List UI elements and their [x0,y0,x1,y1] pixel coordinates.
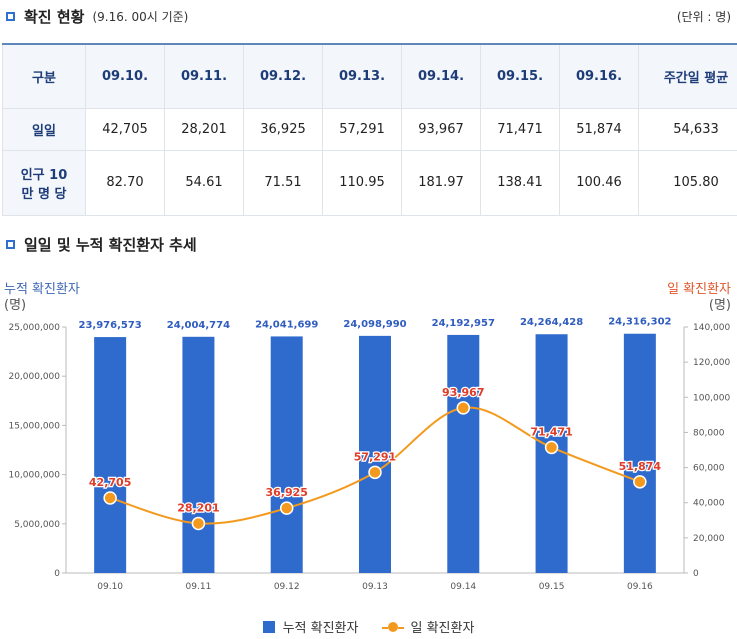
legend-label: 일 확진환자 [410,621,475,636]
right-tick-label: 80,000 [693,428,725,438]
bar-value-label: 24,264,428 [520,317,583,328]
left-axis-title: 누적 확진환자 [4,282,80,297]
bar-value-label: 24,316,302 [608,317,671,328]
right-tick-label: 0 [693,569,699,579]
table-header-cell: 09.16. [559,43,639,109]
table-cell: 93,967 [401,107,481,151]
table-header-cell: 주간일 평균 [638,43,737,109]
left-tick-label: 10,000,000 [8,471,60,481]
legend-label: 누적 확진환자 [282,621,359,636]
bar [182,336,215,573]
table-cell: 51,874 [559,107,639,151]
table-header-row: 구분 09.10. 09.11. 09.12. 09.13. 09.14. 09… [2,43,737,109]
right-tick-label: 100,000 [693,393,730,403]
chart-legend: 누적 확진환자 일 확진환자 [0,617,737,636]
table-cell: 71,471 [480,107,560,151]
line-value-label: 71,471 [530,425,572,438]
line-value-label: 36,925 [265,486,307,499]
x-tick-label: 09.16 [627,582,653,592]
x-tick-label: 09.11 [186,582,212,592]
table-cell: 71.51 [243,149,323,216]
table-cell: 54,633 [638,107,737,151]
table-row: 인구 10만 명 당 82.70 54.61 71.51 110.95 181.… [2,149,737,216]
legend-bar-swatch [262,620,275,633]
table-header-cell: 09.10. [85,43,165,109]
line-point [456,401,471,415]
section-header-trend: 일일 및 누적 확진환자 추세 [6,234,197,255]
bar [447,334,480,573]
bar [359,335,391,573]
right-tick-label: 40,000 [693,499,725,509]
unit-label: (단위 : 명) [676,10,731,24]
legend-line-swatch [382,621,405,633]
right-tick-label: 60,000 [693,464,725,474]
right-tick-label: 120,000 [693,358,730,368]
table-header-cell: 구분 [2,43,86,109]
section-header-status: 확진 현황 (9.16. 00시 기준) [6,6,188,27]
square-bullet-icon [6,12,15,21]
x-tick-label: 09.13 [362,582,388,592]
line-point [279,501,294,515]
table-cell: 100.46 [559,149,639,216]
x-tick-label: 09.12 [274,582,300,592]
right-axis-unit: (명) [708,298,731,313]
right-tick-label: 20,000 [693,534,725,544]
line-point [544,440,559,455]
bar [270,336,303,573]
table-cell: 82.70 [85,149,165,216]
table-cell: 181.97 [401,149,481,216]
bar-value-label: 23,976,573 [79,320,142,331]
table-header-cell: 09.15. [480,43,560,109]
legend-item-line: 일 확진환자 [382,617,474,636]
bar [623,333,656,573]
line-value-label: 93,967 [442,386,484,399]
line-point [633,475,647,489]
left-tick-label: 20,000,000 [8,372,60,382]
x-tick-label: 09.15 [539,582,565,592]
bar-value-label: 24,098,990 [343,319,406,330]
line-value-label: 42,705 [89,476,131,489]
table-row-label: 일일 [2,107,86,151]
line-point [191,516,206,531]
legend-item-bar: 누적 확진환자 [262,617,359,636]
line-point [103,491,117,505]
bar [94,337,127,573]
left-tick-label: 0 [54,569,60,579]
right-axis-title: 일 확진환자 [667,282,731,297]
section-title: 일일 및 누적 확진환자 추세 [24,236,197,254]
line-value-label: 51,874 [619,460,662,473]
x-tick-label: 09.14 [450,582,476,592]
bar-value-label: 24,004,774 [167,320,230,331]
table-cell: 105.80 [638,149,737,216]
line-point [368,465,382,480]
left-axis-unit: (명) [4,298,27,313]
line-value-label: 57,291 [354,450,396,463]
table-header-cell: 09.14. [401,43,481,109]
status-table: 구분 09.10. 09.11. 09.12. 09.13. 09.14. 09… [2,43,737,216]
left-tick-label: 15,000,000 [8,421,60,431]
left-tick-label: 25,000,000 [8,323,60,333]
bar-value-label: 24,041,699 [255,319,318,330]
section-subtitle: (9.16. 00시 기준) [92,10,189,24]
table-cell: 110.95 [322,149,402,216]
right-tick-label: 140,000 [693,323,730,333]
table-row: 일일 42,705 28,201 36,925 57,291 93,967 71… [2,107,737,151]
bar-value-label: 24,192,957 [432,318,495,329]
square-bullet-icon [6,240,15,249]
left-tick-label: 5,000,000 [14,520,60,530]
table-cell: 57,291 [322,107,402,151]
x-tick-label: 09.10 [97,582,123,592]
line-value-label: 28,201 [177,501,219,514]
section-title: 확진 현황 [24,8,85,26]
